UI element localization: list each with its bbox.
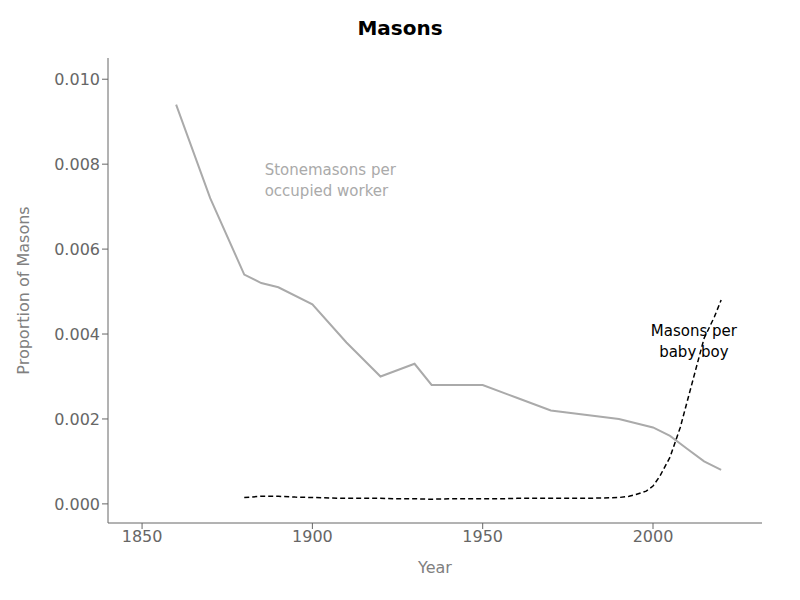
svg-text:0.004: 0.004: [54, 325, 100, 344]
svg-text:Proportion of Masons: Proportion of Masons: [14, 206, 33, 374]
svg-text:0.010: 0.010: [54, 70, 100, 89]
svg-text:1850: 1850: [122, 527, 163, 546]
svg-text:1950: 1950: [462, 527, 503, 546]
svg-text:0.008: 0.008: [54, 155, 100, 174]
svg-text:Year: Year: [417, 558, 452, 577]
svg-text:2000: 2000: [633, 527, 674, 546]
svg-text:Masons perbaby boy: Masons perbaby boy: [651, 322, 738, 361]
html-text:Masons: Masons: [357, 16, 443, 40]
svg-text:1900: 1900: [292, 527, 333, 546]
svg-text:0.006: 0.006: [54, 240, 100, 259]
svg-text:Stonemasons peroccupied worker: Stonemasons peroccupied worker: [265, 161, 397, 200]
svg-text:0.000: 0.000: [54, 495, 100, 514]
svg-text:0.002: 0.002: [54, 410, 100, 429]
